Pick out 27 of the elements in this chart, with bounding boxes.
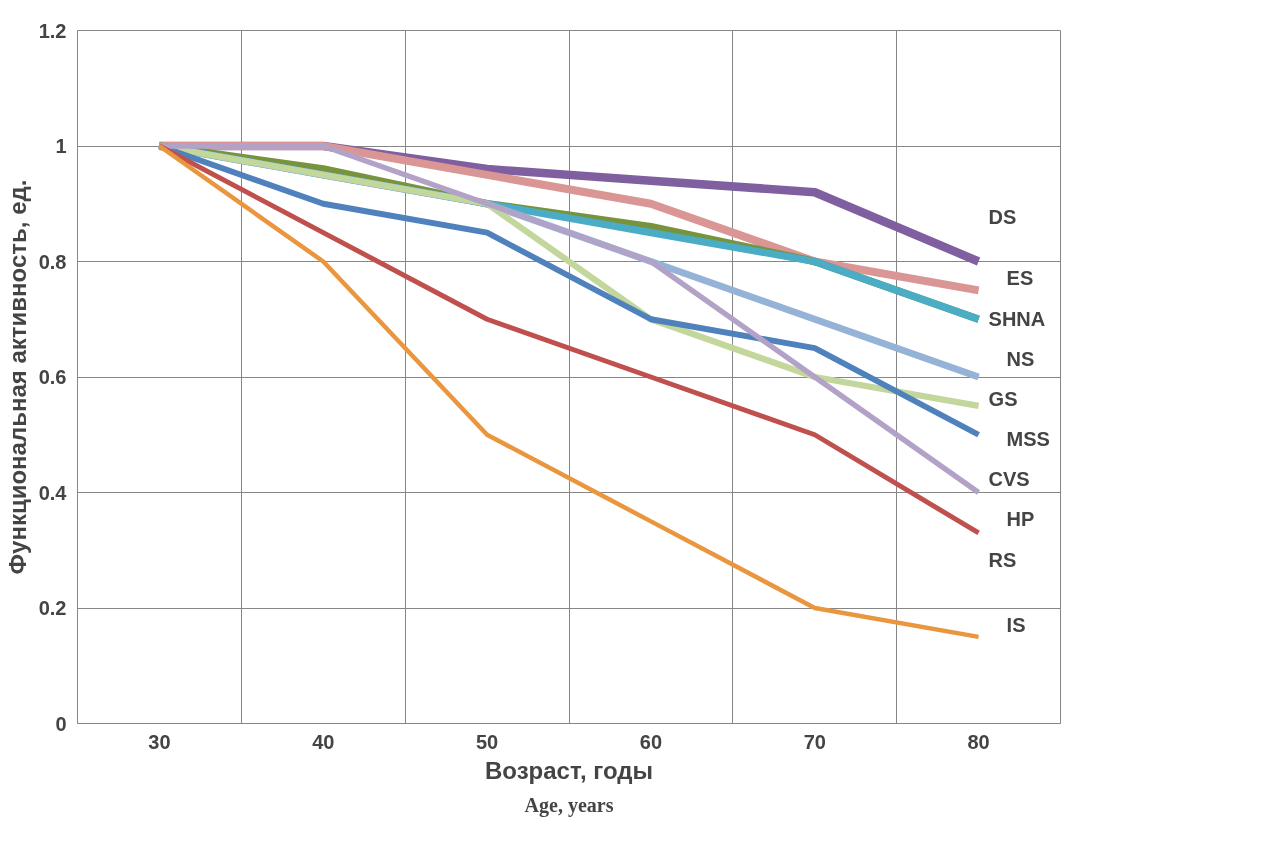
- series-label: RS: [988, 548, 1017, 571]
- x-tick-label: 60: [639, 730, 663, 753]
- y-tick-label: 0.2: [38, 597, 67, 619]
- series-label: ES: [1006, 267, 1034, 290]
- x-axis-title: Возраст, годы: [485, 756, 653, 784]
- series-label: DS: [988, 206, 1017, 229]
- y-axis-title: Функциональная активность, ед.: [3, 179, 31, 575]
- x-tick-label: 30: [148, 730, 171, 753]
- line-series: [157, 143, 981, 640]
- series-label: MSS: [1006, 428, 1050, 451]
- x-tick-label: 80: [967, 730, 990, 753]
- y-tick-label: 0.4: [38, 481, 68, 504]
- x-tick-label: 40: [312, 730, 335, 753]
- series-label: CVS: [988, 468, 1030, 491]
- x-tick-label: 50: [475, 730, 499, 753]
- series-label: GS: [988, 387, 1018, 410]
- series-label: SHNA: [988, 307, 1046, 330]
- text: Age, years: [524, 793, 614, 817]
- series-label: IS: [1006, 613, 1026, 636]
- y-tick-label: 1: [55, 135, 67, 157]
- y-tick-label: 0.6: [38, 366, 67, 388]
- series-label: HP: [1006, 508, 1035, 531]
- x-tick-label: 70: [803, 730, 826, 753]
- y-tick-label: 0.8: [38, 250, 67, 273]
- y-tick-label: 1.2: [38, 19, 67, 42]
- y-tick-label: 0: [55, 712, 67, 735]
- series-label: NS: [1006, 347, 1035, 370]
